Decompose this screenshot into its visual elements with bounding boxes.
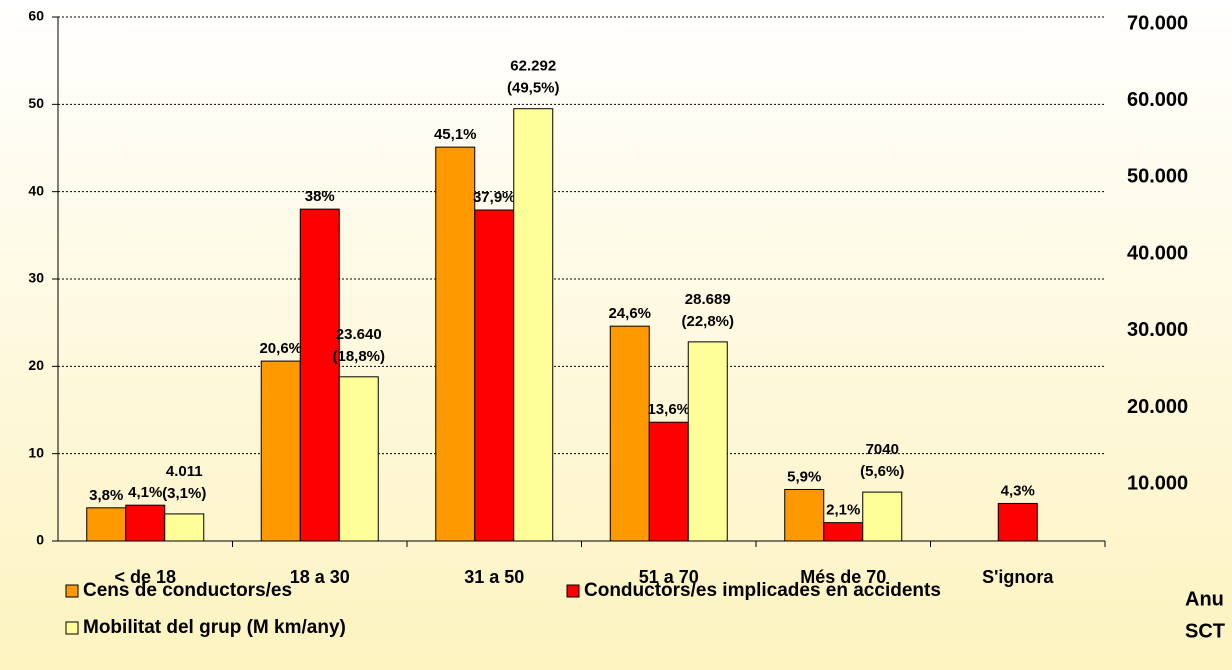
data-label: (49,5%) [507,80,560,97]
x-tick-label: 18 a 30 [290,567,350,587]
y-tick-label: 10 [28,444,44,460]
y-tick-label: 30 [28,270,44,286]
y2-tick-label: 60.000 [1127,89,1188,111]
legend-label: Conductors/es implicades en accidents [584,580,941,601]
y-tick-label: 20 [28,357,44,373]
data-label: 24,6% [608,305,651,322]
bar [823,522,864,542]
legend-swatch [65,621,79,635]
bar [648,421,689,542]
y2-tick-label: 70.000 [1127,12,1188,34]
data-label: 2,1% [826,502,860,519]
note: SCT [1185,620,1225,642]
bar [86,507,127,542]
x-tick-label: Més de 70 [800,567,886,587]
legend-label: Cens de conductors/es [83,580,292,601]
y-tick-label: 50 [28,95,44,111]
data-label: 37,9% [473,189,516,206]
x-tick-label: S'ignora [982,567,1054,587]
bar [435,146,476,542]
bar [260,360,301,542]
bar [299,208,340,542]
legend-label: Mobilitat del grup (M km/any) [83,617,346,638]
data-annotation: 62.292 [510,58,556,75]
y2-tick-label: 20.000 [1127,396,1188,418]
x-tick-label: < de 18 [114,567,176,587]
y-tick-label: 60 [28,8,44,24]
bar [164,513,205,542]
data-label: 3,8% [89,487,123,504]
y2-tick-label: 40.000 [1127,242,1188,264]
data-label: 4,3% [1001,482,1035,499]
bar [997,502,1038,542]
data-annotation: 23.640 [336,326,382,343]
data-annotation: 4.011 [166,463,203,480]
data-label: 38% [305,188,335,205]
y2-tick-label: 10.000 [1127,473,1188,495]
bar [687,341,728,542]
data-annotation: 7040 [866,441,899,458]
x-tick-label: 31 a 50 [464,567,524,587]
y2-tick-label: 30.000 [1127,319,1188,341]
bar [609,325,650,542]
data-label: (5,6%) [860,463,904,480]
bar [513,108,554,542]
legend-swatch [65,584,79,598]
data-label: (18,8%) [332,348,385,365]
data-label: 20,6% [259,340,302,357]
data-label: 45,1% [434,126,477,143]
y-tick-label: 40 [28,182,44,198]
data-label: 13,6% [647,401,690,418]
y-tick-label: 0 [36,532,44,548]
bar [125,504,166,542]
data-annotation: 28.689 [685,291,731,308]
y2-tick-label: 50.000 [1127,166,1188,188]
data-label: 5,9% [787,468,821,485]
data-label: (3,1%) [162,485,206,502]
data-label: 4,1% [128,484,162,501]
bar [474,209,515,542]
legend-swatch [566,584,580,598]
bar [784,488,825,542]
x-tick-label: 51 a 70 [639,567,699,587]
bar [862,491,903,542]
note: Anu [1185,588,1224,610]
data-label: (22,8%) [681,313,734,330]
bar [338,376,379,542]
